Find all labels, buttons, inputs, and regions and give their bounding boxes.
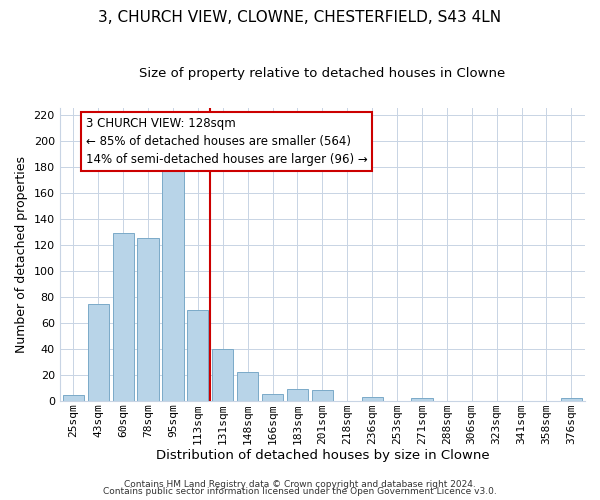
Bar bbox=[163, 170, 184, 400]
Bar bbox=[187, 310, 208, 400]
Bar bbox=[561, 398, 582, 400]
Text: Contains HM Land Registry data © Crown copyright and database right 2024.: Contains HM Land Registry data © Crown c… bbox=[124, 480, 476, 489]
Bar bbox=[88, 304, 109, 400]
Title: Size of property relative to detached houses in Clowne: Size of property relative to detached ho… bbox=[139, 68, 505, 80]
Bar bbox=[287, 389, 308, 400]
Bar bbox=[63, 396, 84, 400]
Text: 3, CHURCH VIEW, CLOWNE, CHESTERFIELD, S43 4LN: 3, CHURCH VIEW, CLOWNE, CHESTERFIELD, S4… bbox=[98, 10, 502, 25]
Text: 3 CHURCH VIEW: 128sqm
← 85% of detached houses are smaller (564)
14% of semi-det: 3 CHURCH VIEW: 128sqm ← 85% of detached … bbox=[86, 117, 368, 166]
Bar bbox=[262, 394, 283, 400]
Bar bbox=[312, 390, 333, 400]
Y-axis label: Number of detached properties: Number of detached properties bbox=[15, 156, 28, 353]
Bar bbox=[212, 348, 233, 401]
Bar bbox=[362, 397, 383, 400]
Bar bbox=[237, 372, 258, 400]
Bar bbox=[113, 233, 134, 400]
Bar bbox=[412, 398, 433, 400]
X-axis label: Distribution of detached houses by size in Clowne: Distribution of detached houses by size … bbox=[155, 450, 489, 462]
Text: Contains public sector information licensed under the Open Government Licence v3: Contains public sector information licen… bbox=[103, 487, 497, 496]
Bar bbox=[137, 238, 158, 400]
